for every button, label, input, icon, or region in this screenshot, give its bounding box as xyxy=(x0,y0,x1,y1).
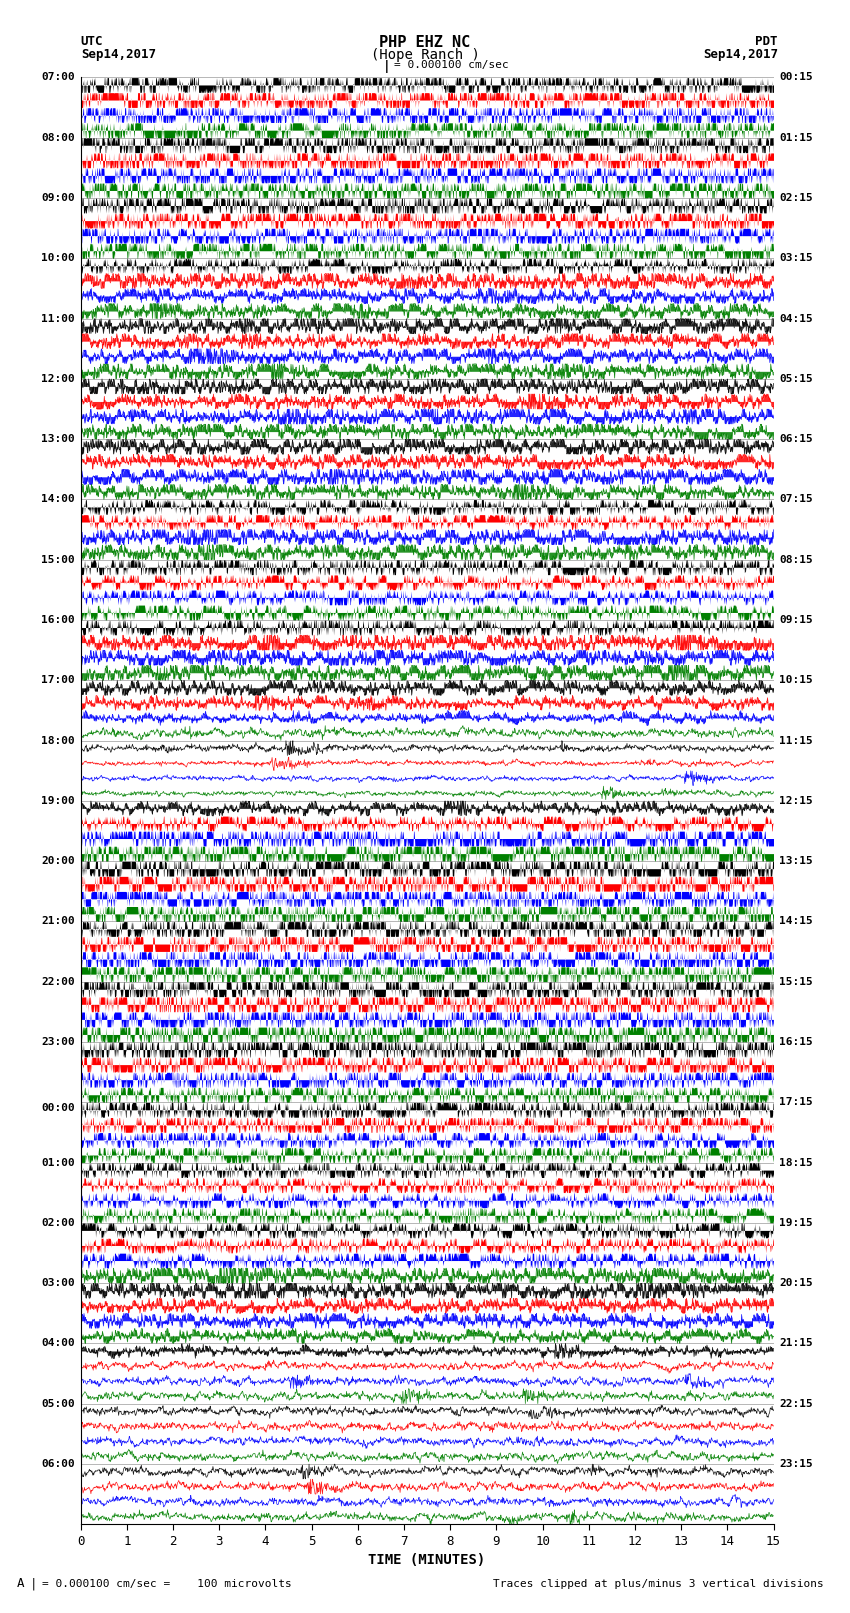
X-axis label: TIME (MINUTES): TIME (MINUTES) xyxy=(369,1553,485,1568)
Text: 08:00: 08:00 xyxy=(42,132,75,142)
Text: 00:15: 00:15 xyxy=(779,73,813,82)
Text: 03:15: 03:15 xyxy=(779,253,813,263)
Text: 14:00: 14:00 xyxy=(42,495,75,505)
Text: 10:00: 10:00 xyxy=(42,253,75,263)
Text: 05:15: 05:15 xyxy=(779,374,813,384)
Text: 22:15: 22:15 xyxy=(779,1398,813,1408)
Text: 17:00: 17:00 xyxy=(42,676,75,686)
Text: 22:00: 22:00 xyxy=(42,977,75,987)
Text: 20:15: 20:15 xyxy=(779,1277,813,1289)
Text: 06:15: 06:15 xyxy=(779,434,813,444)
Text: A: A xyxy=(17,1578,25,1590)
Text: 18:15: 18:15 xyxy=(779,1158,813,1168)
Text: 07:00: 07:00 xyxy=(42,73,75,82)
Text: = 0.000100 cm/sec: = 0.000100 cm/sec xyxy=(394,60,508,69)
Text: 18:00: 18:00 xyxy=(42,736,75,745)
Text: 12:15: 12:15 xyxy=(779,795,813,806)
Text: = 0.000100 cm/sec =    100 microvolts: = 0.000100 cm/sec = 100 microvolts xyxy=(42,1579,292,1589)
Text: 14:15: 14:15 xyxy=(779,916,813,926)
Text: 02:15: 02:15 xyxy=(779,194,813,203)
Text: 15:00: 15:00 xyxy=(42,555,75,565)
Text: 12:00: 12:00 xyxy=(42,374,75,384)
Text: 03:00: 03:00 xyxy=(42,1277,75,1289)
Text: |: | xyxy=(30,1578,37,1590)
Text: 01:00: 01:00 xyxy=(42,1158,75,1168)
Text: Sep14,2017: Sep14,2017 xyxy=(703,48,778,61)
Text: 17:15: 17:15 xyxy=(779,1097,813,1107)
Text: 04:15: 04:15 xyxy=(779,313,813,324)
Text: 09:15: 09:15 xyxy=(779,615,813,624)
Text: 09:00: 09:00 xyxy=(42,194,75,203)
Text: 16:15: 16:15 xyxy=(779,1037,813,1047)
Text: 15:15: 15:15 xyxy=(779,977,813,987)
Text: 20:00: 20:00 xyxy=(42,857,75,866)
Text: Sep14,2017: Sep14,2017 xyxy=(81,48,156,61)
Text: 11:15: 11:15 xyxy=(779,736,813,745)
Text: PHP EHZ NC: PHP EHZ NC xyxy=(379,35,471,50)
Text: 11:00: 11:00 xyxy=(42,313,75,324)
Text: 01:15: 01:15 xyxy=(779,132,813,142)
Text: Traces clipped at plus/minus 3 vertical divisions: Traces clipped at plus/minus 3 vertical … xyxy=(493,1579,824,1589)
Text: 07:15: 07:15 xyxy=(779,495,813,505)
Text: 13:15: 13:15 xyxy=(779,857,813,866)
Text: 23:15: 23:15 xyxy=(779,1460,813,1469)
Text: 08:15: 08:15 xyxy=(779,555,813,565)
Text: 21:15: 21:15 xyxy=(779,1339,813,1348)
Text: PDT: PDT xyxy=(756,35,778,48)
Text: 02:00: 02:00 xyxy=(42,1218,75,1227)
Text: 23:00: 23:00 xyxy=(42,1037,75,1047)
Text: 19:00: 19:00 xyxy=(42,795,75,806)
Text: 13:00: 13:00 xyxy=(42,434,75,444)
Text: 21:00: 21:00 xyxy=(42,916,75,926)
Text: (Hope Ranch ): (Hope Ranch ) xyxy=(371,48,479,63)
Text: 10:15: 10:15 xyxy=(779,676,813,686)
Text: 19:15: 19:15 xyxy=(779,1218,813,1227)
Text: 04:00: 04:00 xyxy=(42,1339,75,1348)
Text: 05:00: 05:00 xyxy=(42,1398,75,1408)
Text: 06:00: 06:00 xyxy=(42,1460,75,1469)
Text: |: | xyxy=(383,60,390,73)
Text: 16:00: 16:00 xyxy=(42,615,75,624)
Text: UTC: UTC xyxy=(81,35,103,48)
Text: 00:00: 00:00 xyxy=(42,1103,75,1113)
